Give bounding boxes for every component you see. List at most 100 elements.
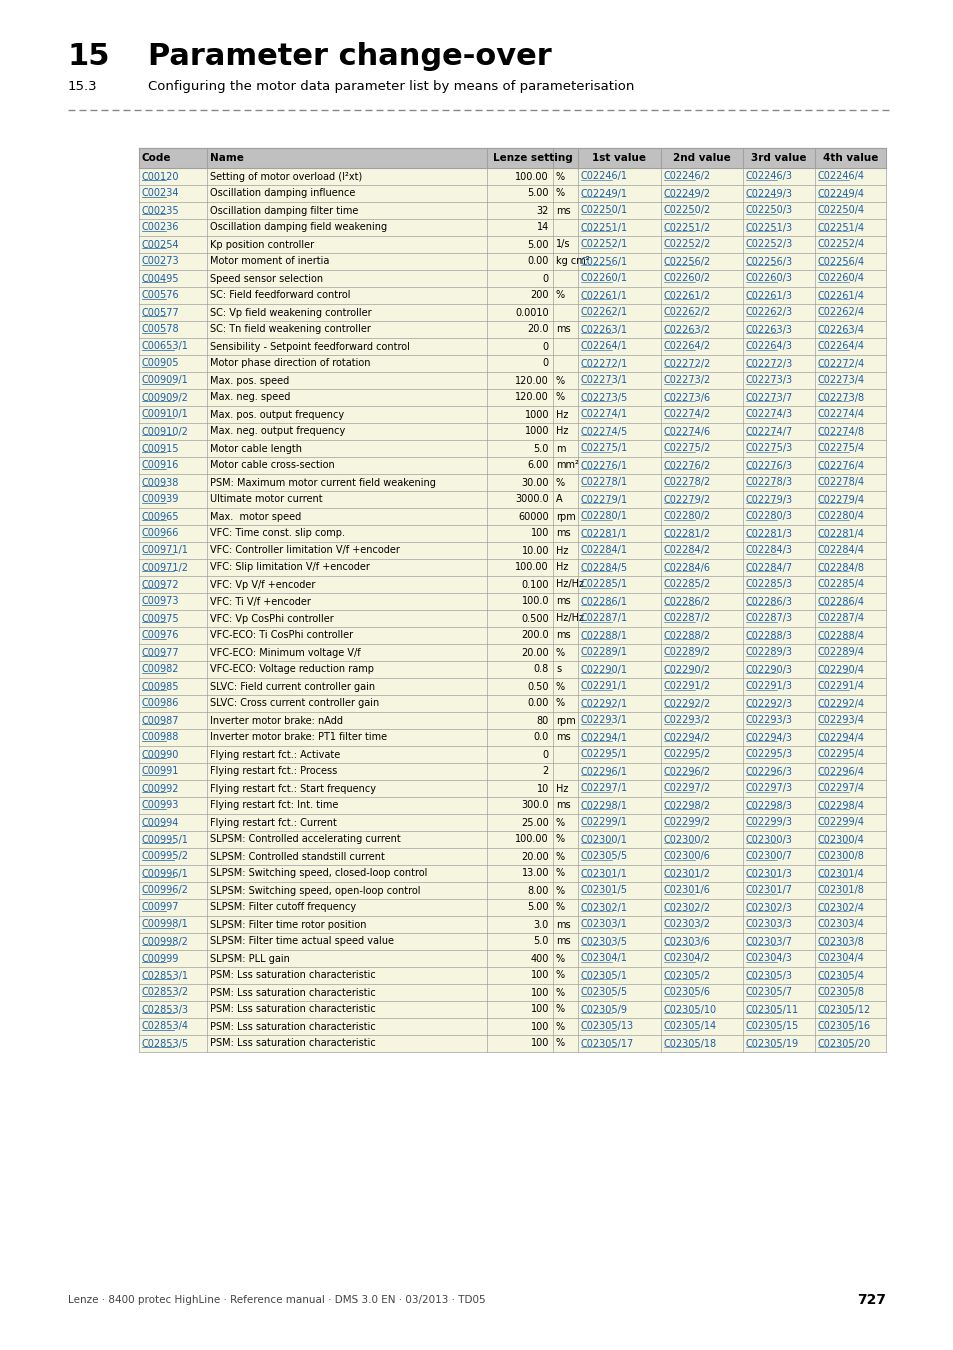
Text: 0: 0 [542,274,548,284]
Bar [139,662,885,678]
Text: 80: 80 [537,716,548,725]
Text: C02280/2: C02280/2 [663,512,710,521]
Text: 100: 100 [530,971,548,980]
Text: %: % [556,1004,564,1014]
Text: 0.500: 0.500 [521,613,548,624]
Text: C02256/2: C02256/2 [663,256,711,266]
Text: VFC: Slip limitation V/f +encoder: VFC: Slip limitation V/f +encoder [210,563,370,572]
Text: C02286/4: C02286/4 [817,597,864,606]
Text: 100: 100 [530,1022,548,1031]
Text: C02273/8: C02273/8 [817,393,864,402]
Text: %: % [556,903,564,913]
Text: C02285/4: C02285/4 [817,579,864,590]
Text: C02289/1: C02289/1 [580,648,627,657]
Bar [139,1000,885,1018]
Text: C02295/3: C02295/3 [745,749,792,760]
Text: %: % [556,393,564,402]
Text: C02305/11: C02305/11 [745,1004,799,1014]
Text: C02296/4: C02296/4 [817,767,864,776]
Text: Motor phase direction of rotation: Motor phase direction of rotation [210,359,370,369]
Text: C02305/14: C02305/14 [663,1022,717,1031]
Text: s: s [556,664,560,675]
Text: %: % [556,698,564,709]
Text: C02305/12: C02305/12 [817,1004,870,1014]
Text: C02285/2: C02285/2 [663,579,711,590]
Text: 0: 0 [542,749,548,760]
Text: C02249/3: C02249/3 [745,189,792,198]
Text: C02264/3: C02264/3 [745,342,792,351]
Text: C02290/4: C02290/4 [817,664,864,675]
Text: VFC-ECO: Voltage reduction ramp: VFC-ECO: Voltage reduction ramp [210,664,374,675]
Text: 32: 32 [536,205,548,216]
Text: C02301/6: C02301/6 [663,886,710,895]
Text: C02276/2: C02276/2 [663,460,711,471]
Text: 0.0: 0.0 [533,733,548,743]
Text: C02300/4: C02300/4 [817,834,864,845]
Text: 5.00: 5.00 [527,189,548,198]
Text: ms: ms [556,733,570,743]
Text: C00966: C00966 [142,528,179,539]
Bar [139,389,885,406]
Bar [139,458,885,474]
Text: 13.00: 13.00 [521,868,548,879]
Text: 300.0: 300.0 [521,801,548,810]
Text: SLPSM: Filter time rotor position: SLPSM: Filter time rotor position [210,919,366,930]
Text: 0.8: 0.8 [533,664,548,675]
Text: C02272/1: C02272/1 [580,359,628,369]
Text: Max. neg. output frequency: Max. neg. output frequency [210,427,345,436]
Text: Ultimate motor current: Ultimate motor current [210,494,322,505]
Text: C02289/3: C02289/3 [745,648,792,657]
Text: C02300/8: C02300/8 [817,852,864,861]
Text: C02305/5: C02305/5 [580,987,627,998]
Text: C02276/4: C02276/4 [817,460,864,471]
Text: PSM: Lss saturation characteristic: PSM: Lss saturation characteristic [210,1038,375,1049]
Bar [139,984,885,1000]
Text: C00996/2: C00996/2 [142,886,189,895]
Text: Flying restart fct: Int. time: Flying restart fct: Int. time [210,801,338,810]
Text: C02296/3: C02296/3 [745,767,792,776]
Text: C02261/4: C02261/4 [817,290,864,301]
Bar [139,252,885,270]
Text: C02305/7: C02305/7 [745,987,792,998]
Text: C02296/1: C02296/1 [580,767,627,776]
Text: C02292/2: C02292/2 [663,698,711,709]
Text: C02305/15: C02305/15 [745,1022,799,1031]
Text: C02274/2: C02274/2 [663,409,711,420]
Text: C02294/3: C02294/3 [745,733,792,743]
Text: Hz: Hz [556,409,568,420]
Text: C00986: C00986 [142,698,179,709]
Text: C02300/7: C02300/7 [745,852,792,861]
Text: 30.00: 30.00 [521,478,548,487]
Text: %: % [556,953,564,964]
Text: C02291/3: C02291/3 [745,682,792,691]
Text: C00996/1: C00996/1 [142,868,189,879]
Text: C02264/4: C02264/4 [817,342,864,351]
Text: C02290/3: C02290/3 [745,664,792,675]
Text: C02273/4: C02273/4 [817,375,864,386]
Text: C02285/3: C02285/3 [745,579,792,590]
Text: SLPSM: Switching speed, open-loop control: SLPSM: Switching speed, open-loop contro… [210,886,420,895]
Text: 15: 15 [68,42,111,72]
Text: 5.0: 5.0 [533,444,548,454]
Text: C00939: C00939 [142,494,179,505]
Text: C02293/4: C02293/4 [817,716,864,725]
Text: Sensibility - Setpoint feedforward control: Sensibility - Setpoint feedforward contr… [210,342,410,351]
Text: C02286/2: C02286/2 [663,597,710,606]
Text: VFC: Vp V/f +encoder: VFC: Vp V/f +encoder [210,579,315,590]
Text: Max. pos. speed: Max. pos. speed [210,375,289,386]
Bar [139,236,885,252]
Text: C02304/4: C02304/4 [817,953,864,964]
Bar [139,474,885,491]
Text: C02853/2: C02853/2 [142,987,189,998]
Text: C02303/3: C02303/3 [745,919,792,930]
Text: C00994: C00994 [142,818,179,828]
Text: C02262/3: C02262/3 [745,308,792,317]
Bar [139,288,885,304]
Text: %: % [556,971,564,980]
Bar [139,321,885,338]
Text: C02256/4: C02256/4 [817,256,864,266]
Text: C02303/4: C02303/4 [817,919,864,930]
Text: C02284/5: C02284/5 [580,563,627,572]
Text: C00495: C00495 [142,274,179,284]
Text: PSM: Lss saturation characteristic: PSM: Lss saturation characteristic [210,971,375,980]
